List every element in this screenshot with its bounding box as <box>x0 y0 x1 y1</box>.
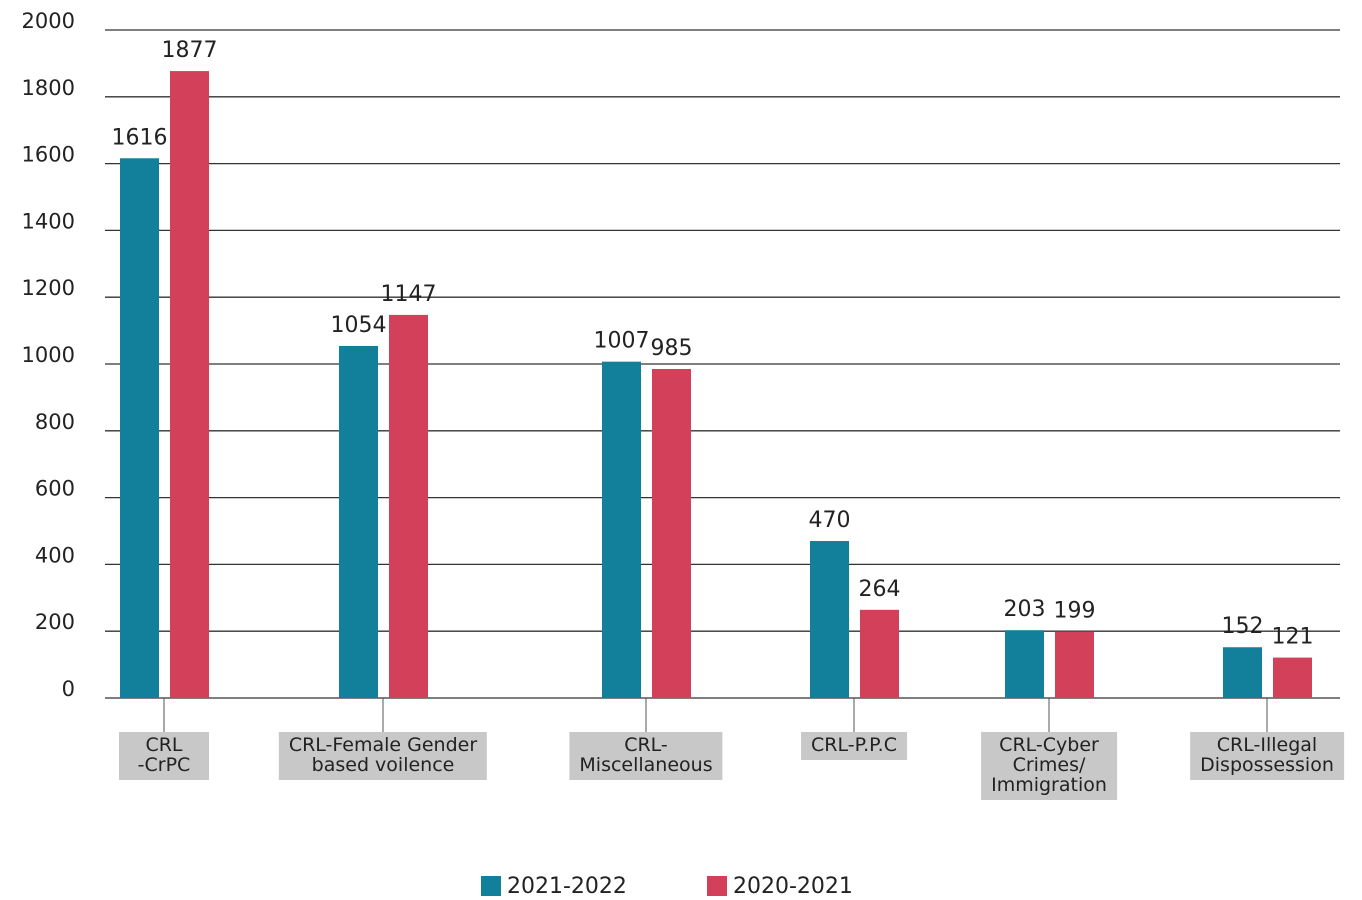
y-tick-label: 1800 <box>22 76 75 100</box>
data-label: 199 <box>1054 599 1096 624</box>
bar <box>339 345 378 698</box>
y-tick-label: 1000 <box>22 343 75 367</box>
bar <box>860 609 899 698</box>
data-label: 1054 <box>331 313 387 338</box>
data-label: 1877 <box>162 38 218 63</box>
x-tick-label: CRL-Female Gender based voilence <box>278 732 488 780</box>
y-tick-label: 600 <box>35 477 75 501</box>
data-label: 1007 <box>594 329 650 354</box>
bar <box>652 369 691 698</box>
y-tick-label: 800 <box>35 410 75 434</box>
bar <box>170 71 209 698</box>
bar <box>810 541 849 698</box>
bar <box>1223 647 1262 698</box>
data-label: 121 <box>1272 625 1314 650</box>
legend-swatch <box>481 876 501 896</box>
data-label: 985 <box>651 336 693 361</box>
x-tick-label: CRL-Illegal Dispossession <box>1190 732 1344 780</box>
y-tick-label: 1200 <box>22 276 75 300</box>
data-label: 203 <box>1004 597 1046 622</box>
bar <box>1055 631 1094 698</box>
bar <box>120 158 159 699</box>
data-label: 470 <box>809 508 851 533</box>
bar <box>389 314 428 698</box>
x-tick-label: CRL- Miscellaneous <box>569 732 723 780</box>
data-label: 1616 <box>112 125 168 150</box>
y-tick-label: 200 <box>35 610 75 634</box>
y-tick-label: 2000 <box>22 9 75 33</box>
legend-label: 2020-2021 <box>733 874 853 899</box>
legend-label: 2021-2022 <box>507 874 627 899</box>
bar <box>1005 630 1044 698</box>
x-tick-label: CRL -CrPC <box>119 732 209 780</box>
y-tick-label: 1600 <box>22 143 75 167</box>
x-tick-label: CRL-Cyber Crimes/ Immigration <box>981 732 1117 800</box>
bar <box>602 361 641 698</box>
bar <box>1273 657 1312 698</box>
data-label: 264 <box>859 577 901 602</box>
y-tick-label: 1400 <box>22 209 75 233</box>
data-label: 1147 <box>381 282 437 307</box>
x-tick-label: CRL-P.P.C <box>801 732 907 760</box>
data-label: 152 <box>1222 614 1264 639</box>
y-tick-label: 400 <box>35 543 75 567</box>
legend-swatch <box>707 876 727 896</box>
y-tick-label: 0 <box>62 677 75 701</box>
